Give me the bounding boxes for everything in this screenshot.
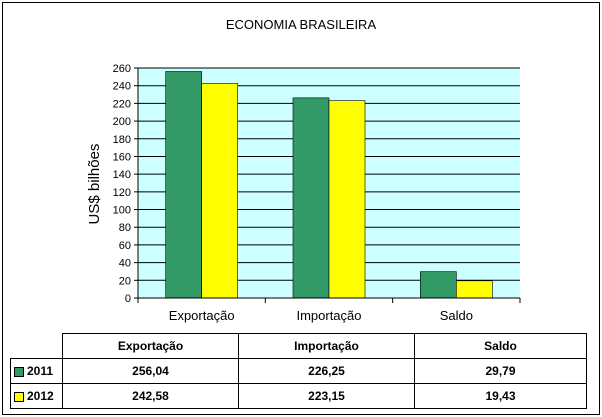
- series-label-2012: 2012: [10, 383, 63, 409]
- table-header-row: Exportação Importação Saldo: [10, 333, 587, 359]
- x-tick-label: Saldo: [440, 308, 473, 323]
- y-tick-label: 200: [113, 116, 131, 128]
- y-tick-label: 140: [113, 169, 131, 181]
- y-tick-label: 260: [113, 63, 131, 75]
- table-cell: 256,04: [62, 358, 239, 384]
- series-name-2012: 2012: [27, 389, 54, 403]
- table-cell: 242,58: [62, 383, 239, 409]
- chart-title: ECONOMIA BRASILEIRA: [225, 17, 377, 32]
- table-corner: [10, 333, 63, 359]
- plot-area: 0 20 40 60 80 100 120 140 160 180 200 220 240 260 Expo…: [113, 63, 521, 323]
- y-tick-label: 40: [119, 258, 131, 270]
- bar-2012-3: [456, 280, 493, 299]
- y-axis-label: US$ bilhões: [86, 143, 103, 225]
- table-cell: 19,43: [414, 383, 587, 409]
- bar-2011-2: [292, 97, 330, 299]
- y-tick-label: 220: [113, 98, 131, 110]
- x-tick-label: Importação: [296, 308, 361, 323]
- y-tick-label: 80: [119, 222, 131, 234]
- series-label-2011: 2011: [10, 358, 63, 384]
- data-table: Exportação Importação Saldo 2011 256,04 …: [10, 333, 587, 409]
- y-tick-label: 120: [113, 187, 131, 199]
- bar-2012-1: [201, 83, 238, 299]
- series-name-2011: 2011: [27, 364, 54, 378]
- table-row: 2012 242,58 223,15 19,43: [10, 383, 587, 409]
- legend-swatch-2012: [14, 391, 24, 402]
- bar-2012-2: [328, 100, 366, 299]
- y-tick-label: 20: [119, 275, 131, 287]
- legend-swatch-2011: [14, 366, 24, 377]
- y-tick-label: 100: [113, 205, 131, 217]
- table-header-exportacao: Exportação: [62, 333, 239, 359]
- table-cell: 29,79: [414, 358, 587, 384]
- y-tick-label: 240: [113, 81, 131, 93]
- table-header-saldo: Saldo: [414, 333, 587, 359]
- table-cell: 223,15: [238, 383, 415, 409]
- y-tick-label: 0: [125, 293, 131, 305]
- y-tick-label: 60: [119, 240, 131, 252]
- table-row: 2011 256,04 226,25 29,79: [10, 358, 587, 384]
- y-tick-label: 180: [113, 134, 131, 146]
- bar-2011-1: [165, 71, 202, 299]
- table-cell: 226,25: [238, 358, 415, 384]
- bar-2011-3: [420, 271, 457, 299]
- table-header-importacao: Importação: [238, 333, 415, 359]
- x-tick-label: Exportação: [169, 308, 235, 323]
- y-tick-label: 160: [113, 151, 131, 163]
